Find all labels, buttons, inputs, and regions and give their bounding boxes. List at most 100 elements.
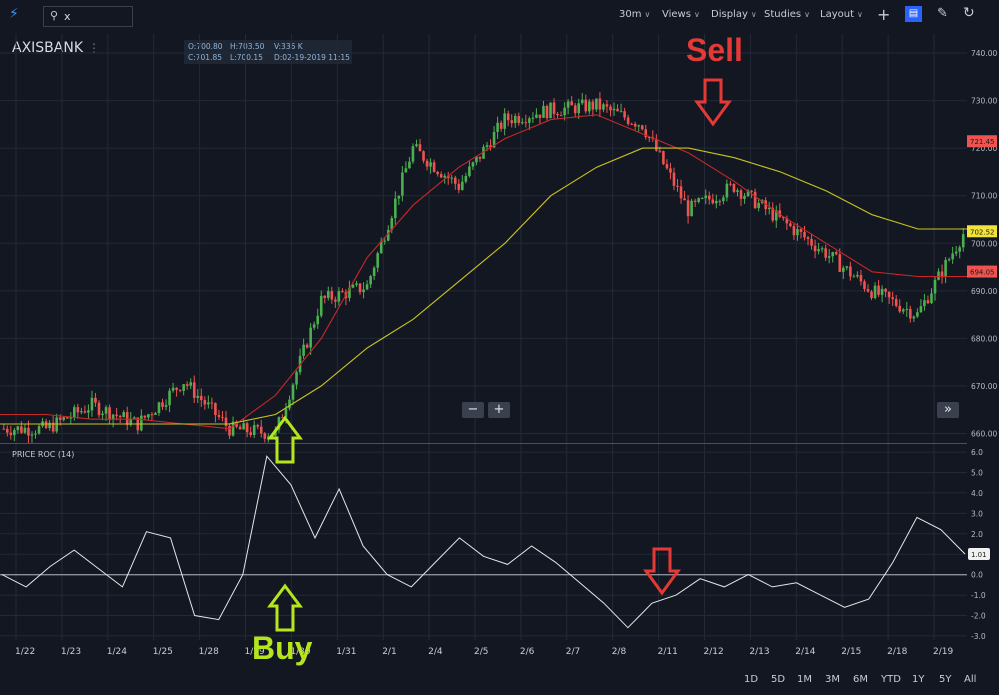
candle-body bbox=[118, 415, 122, 418]
layout-dropdown[interactable]: Layout ∨ bbox=[820, 9, 863, 20]
x-tick-label: 1/24 bbox=[107, 647, 127, 657]
candle-body bbox=[2, 428, 6, 430]
candle-body bbox=[379, 241, 383, 254]
candle-body bbox=[951, 253, 954, 260]
candle-body bbox=[707, 195, 711, 200]
y-tick-label: 690.00 bbox=[971, 287, 997, 296]
candle-body bbox=[732, 184, 736, 192]
symbol-title: AXISBANK bbox=[12, 40, 84, 56]
candle-body bbox=[542, 105, 545, 118]
candle-body bbox=[778, 210, 782, 217]
candle-body bbox=[704, 195, 708, 199]
candle-body bbox=[912, 316, 916, 319]
candle-body bbox=[429, 162, 432, 167]
x-tick-label: 1/29 bbox=[245, 647, 265, 657]
candle-body bbox=[330, 291, 334, 300]
range-button-1m[interactable]: 1M bbox=[797, 674, 812, 685]
range-button-5y[interactable]: 5Y bbox=[939, 674, 952, 685]
range-button-ytd[interactable]: YTD bbox=[881, 674, 901, 685]
roc-y-tick-label: 3.0 bbox=[971, 509, 983, 518]
range-button-all[interactable]: All bbox=[964, 674, 977, 685]
candle-body bbox=[256, 425, 260, 427]
candle-body bbox=[827, 256, 831, 258]
candle-body bbox=[443, 175, 446, 178]
candle-body bbox=[570, 101, 573, 106]
candle-body bbox=[341, 291, 344, 293]
x-tick-label: 2/15 bbox=[841, 647, 861, 657]
range-button-1y[interactable]: 1Y bbox=[912, 674, 925, 685]
chevron-down-icon: ∨ bbox=[804, 10, 810, 19]
search-box[interactable]: ⚲ bbox=[43, 6, 133, 27]
candle-body bbox=[954, 251, 958, 254]
price-tag-box bbox=[967, 265, 997, 278]
candle-body bbox=[150, 414, 154, 416]
search-input[interactable] bbox=[64, 9, 124, 23]
candle-body bbox=[549, 102, 552, 119]
candle-body bbox=[210, 402, 214, 404]
candle-body bbox=[595, 98, 598, 110]
candle-body bbox=[157, 402, 161, 414]
range-button-1d[interactable]: 1D bbox=[744, 674, 759, 685]
candle-body bbox=[849, 266, 852, 277]
interval-dropdown[interactable]: 30m ∨ bbox=[619, 9, 650, 20]
candle-body bbox=[637, 125, 641, 127]
candle-body bbox=[372, 267, 376, 277]
candle-body bbox=[192, 382, 196, 398]
candle-body bbox=[302, 344, 305, 356]
zoom-in-icon[interactable]: + bbox=[488, 402, 510, 418]
candle-body bbox=[824, 248, 827, 258]
candle-body bbox=[383, 240, 387, 242]
candle-body bbox=[524, 122, 528, 124]
candle-body bbox=[34, 433, 37, 435]
candle-body bbox=[609, 106, 612, 111]
menu-dots-icon[interactable]: ⋮ bbox=[88, 41, 100, 55]
candle-body bbox=[326, 291, 330, 298]
candle-body bbox=[898, 305, 902, 312]
views-dropdown[interactable]: Views ∨ bbox=[662, 9, 700, 20]
candle-body bbox=[164, 405, 168, 407]
scroll-forward-icon[interactable]: » bbox=[937, 402, 959, 418]
ohlc-open: O:700.80 bbox=[188, 42, 223, 51]
x-tick-label: 1/22 bbox=[15, 647, 35, 657]
x-tick-label: 2/6 bbox=[520, 647, 535, 657]
pencil-icon[interactable]: ✎ bbox=[937, 6, 948, 21]
candle-body bbox=[577, 103, 581, 114]
candle-body bbox=[510, 120, 514, 124]
candle-body bbox=[584, 99, 588, 112]
candle-body bbox=[291, 384, 295, 400]
candle-body bbox=[453, 177, 457, 184]
candle-body bbox=[528, 118, 531, 123]
display-dropdown[interactable]: Display ∨ bbox=[711, 9, 757, 20]
studies-dropdown[interactable]: Studies ∨ bbox=[764, 9, 810, 20]
candle-body bbox=[422, 151, 425, 161]
candle-body bbox=[214, 402, 217, 416]
x-tick-label: 2/14 bbox=[795, 647, 815, 657]
candle-body bbox=[295, 372, 298, 385]
candle-body bbox=[51, 422, 55, 432]
roc-y-tick-label: 2.0 bbox=[971, 530, 983, 539]
zoom-out-icon[interactable]: − bbox=[462, 402, 484, 418]
candle-body bbox=[820, 248, 824, 250]
x-tick-label: 2/18 bbox=[887, 647, 907, 657]
sma-line-red bbox=[0, 114, 967, 430]
candle-body bbox=[439, 174, 443, 178]
lightning-icon[interactable]: ⚡ bbox=[9, 6, 19, 22]
candle-body bbox=[288, 399, 291, 409]
candle-body bbox=[792, 226, 796, 236]
candle-body bbox=[9, 432, 13, 436]
range-button-3m[interactable]: 3M bbox=[825, 674, 840, 685]
range-button-6m[interactable]: 6M bbox=[853, 674, 868, 685]
undo-icon[interactable]: ↻ bbox=[963, 5, 975, 21]
comment-icon[interactable]: ▤ bbox=[905, 6, 922, 22]
roc-value-box bbox=[968, 548, 990, 561]
candle-body bbox=[782, 216, 785, 219]
plus-icon[interactable]: + bbox=[877, 5, 891, 24]
x-axis: 1/22 1/23 1/24 1/25 1/28 1/29 1/30 1/31 2/1 2/4 2/… bbox=[15, 647, 953, 657]
candle-body bbox=[312, 324, 316, 328]
candle-body bbox=[877, 285, 880, 295]
range-button-5d[interactable]: 5D bbox=[771, 674, 786, 685]
candle-body bbox=[365, 284, 369, 290]
chart-canvas[interactable]: 660.00 670.00 680.00 690.00 700.00 710.00 720.… bbox=[0, 0, 999, 668]
roc-value-label: 1.01 bbox=[971, 551, 987, 559]
candle-body bbox=[104, 407, 108, 414]
